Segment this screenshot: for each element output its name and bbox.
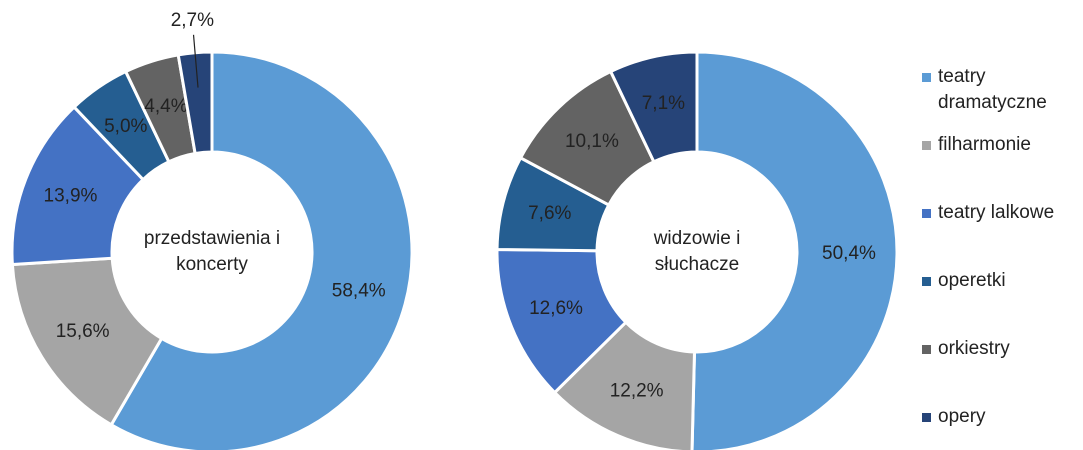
legend-item: opery — [920, 404, 1080, 450]
legend-label: orkiestry — [938, 338, 1010, 359]
legend-label: operetki — [938, 270, 1006, 291]
legend: teatry dramatyczne filharmonie teatry lalk… — [920, 64, 1080, 450]
value-label: 13,9% — [44, 186, 98, 207]
value-label: 50,4% — [822, 243, 876, 264]
legend-swatch — [922, 413, 931, 422]
legend-swatch — [922, 73, 931, 82]
value-label: 2,7% — [171, 10, 214, 31]
center-label: przedstawienia i koncerty — [143, 228, 281, 275]
value-label: 10,1% — [565, 131, 619, 152]
value-label: 5,0% — [104, 116, 147, 137]
value-label: 15,6% — [56, 321, 110, 342]
slice — [10, 256, 164, 427]
slice — [176, 50, 214, 156]
value-label: 7,6% — [528, 203, 571, 224]
legend-item: orkiestry — [920, 336, 1080, 404]
legend-label: teatry dramatyczne — [938, 66, 1047, 113]
value-label: 58,4% — [332, 281, 386, 302]
slice — [608, 50, 699, 164]
slice — [109, 50, 414, 450]
legend-label: filharmonie — [938, 134, 1031, 155]
value-label: 12,2% — [610, 381, 664, 402]
value-label: 4,4% — [144, 96, 187, 117]
legend-swatch — [922, 141, 931, 150]
slice — [690, 50, 899, 450]
legend-swatch — [922, 345, 931, 354]
legend-swatch — [922, 209, 931, 218]
legend-label: teatry lalkowe — [938, 202, 1055, 223]
value-label: 7,1% — [642, 93, 685, 114]
legend-label: opery — [938, 406, 986, 427]
leader-line — [192, 34, 199, 88]
value-label: 12,6% — [529, 298, 583, 319]
center-label: widzowie i słuchacze — [653, 228, 741, 275]
legend-item: teatry lalkowe — [920, 200, 1080, 268]
legend-swatch — [922, 277, 931, 286]
legend-item: teatry dramatyczne — [920, 64, 1080, 132]
legend-item: filharmonie — [920, 132, 1080, 200]
legend-item: operetki — [920, 268, 1080, 336]
